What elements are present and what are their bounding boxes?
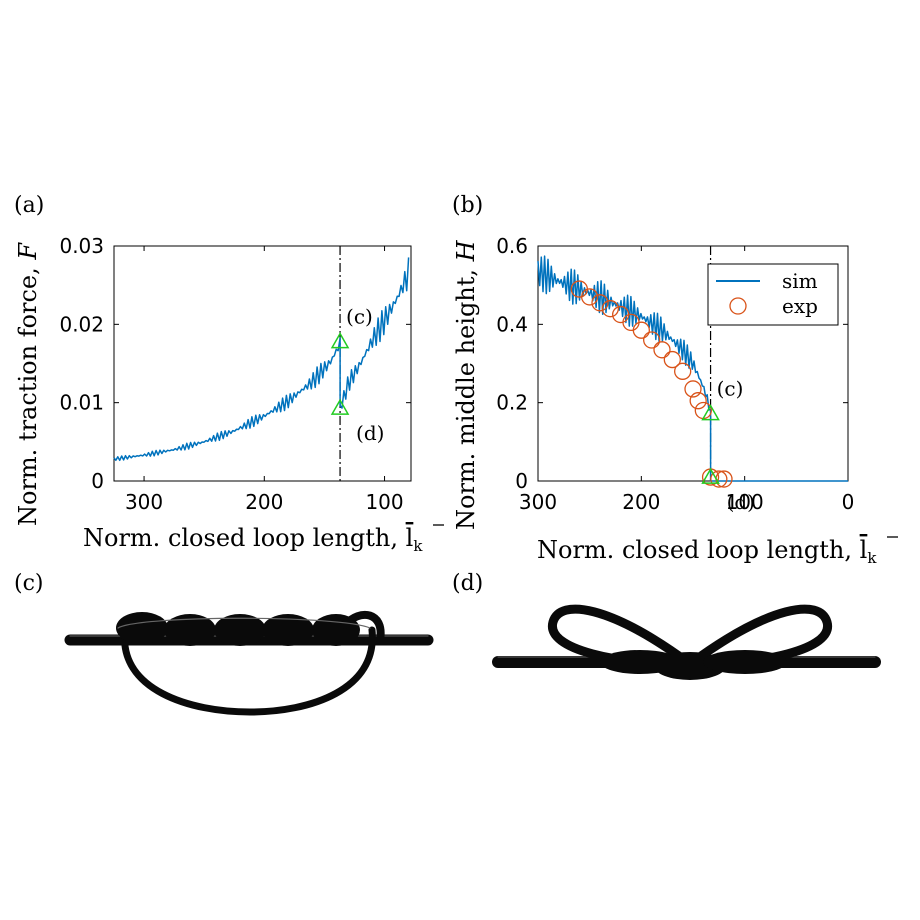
y-tick-label: 0.03 [59, 234, 104, 258]
state-marker [330, 332, 350, 349]
chart-b-legend: sim exp [707, 263, 839, 326]
x-tick-label: 300 [125, 490, 163, 514]
y-tick-label: 0.6 [496, 234, 528, 258]
y-tick-label: 0.02 [59, 312, 104, 336]
chart-b-xlabel: Norm. closed loop length, lk [537, 536, 877, 567]
chart-a-xlabel: Norm. closed loop length, lk [83, 524, 423, 555]
x-tick-label: 200 [622, 490, 660, 514]
exp-point [653, 341, 671, 359]
panel-label-c: (c) [14, 571, 44, 596]
y-tick-label: 0.4 [496, 312, 528, 336]
legend-exp-label: exp [782, 294, 818, 318]
y-tick-label: 0.2 [496, 391, 528, 415]
chart-b-ylabel: Norm. middle height, H [452, 239, 480, 530]
chart-b: 0 0.2 0.4 0.6 300 200 100 0 (c) (d) sim exp Nor… [452, 234, 898, 567]
x-tick-label: 200 [245, 490, 283, 514]
x-tick-label: 100 [365, 490, 403, 514]
rope-twist [164, 614, 216, 646]
state-marker-label: (c) [717, 377, 744, 401]
state-marker-label: (d) [727, 490, 755, 514]
exp-point [601, 300, 619, 318]
rope-end-loop [341, 611, 385, 644]
panel-label-d: (d) [452, 571, 483, 596]
knot-photo-c [64, 611, 434, 716]
rope-loop-lower [121, 626, 376, 716]
exp-point [689, 392, 707, 410]
exp-point [591, 294, 609, 312]
legend-exp-swatch [729, 297, 747, 315]
exp-point [684, 380, 702, 398]
rope-twist [262, 614, 314, 646]
x-tick-label: 100 [726, 490, 764, 514]
panel-label-b: (b) [452, 193, 483, 218]
exp-point [643, 331, 661, 349]
exp-point [710, 470, 728, 488]
knot-photo-d [492, 604, 881, 680]
state-marker-label: (d) [356, 421, 384, 445]
state-marker [701, 404, 720, 421]
y-tick-label: 0 [515, 469, 528, 493]
exp-point [632, 321, 650, 339]
panel-label-a: (a) [14, 193, 44, 218]
state-marker [701, 467, 720, 484]
y-tick-label: 0 [91, 469, 104, 493]
chart-a-axes-box [113, 245, 412, 482]
exp-point [663, 350, 681, 369]
chart-b-sim-series [537, 255, 848, 482]
y-tick-label: 0.01 [59, 391, 104, 415]
rope-twist [703, 650, 787, 674]
chart-a-ylabel: Norm. traction force, F [14, 242, 42, 526]
rope-twist [214, 614, 266, 646]
state-marker-label: (c) [346, 305, 373, 329]
exp-point [581, 288, 599, 306]
rope-twist [116, 612, 168, 644]
rope-highlight [117, 617, 371, 629]
state-marker [330, 398, 350, 415]
chart-a: 0 0.01 0.02 0.03 300 200 100 (c) (d) Norm. tra… [14, 234, 444, 555]
x-tick-label: 0 [842, 490, 855, 514]
chart-a-sim-series [113, 257, 410, 462]
legend-box [707, 263, 839, 326]
exp-point [674, 362, 692, 380]
x-tick-label: 300 [519, 490, 557, 514]
chart-b-axes-box [537, 245, 849, 482]
legend-sim-label: sim [782, 269, 818, 293]
